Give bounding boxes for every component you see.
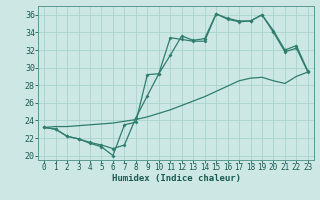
X-axis label: Humidex (Indice chaleur): Humidex (Indice chaleur) bbox=[111, 174, 241, 183]
